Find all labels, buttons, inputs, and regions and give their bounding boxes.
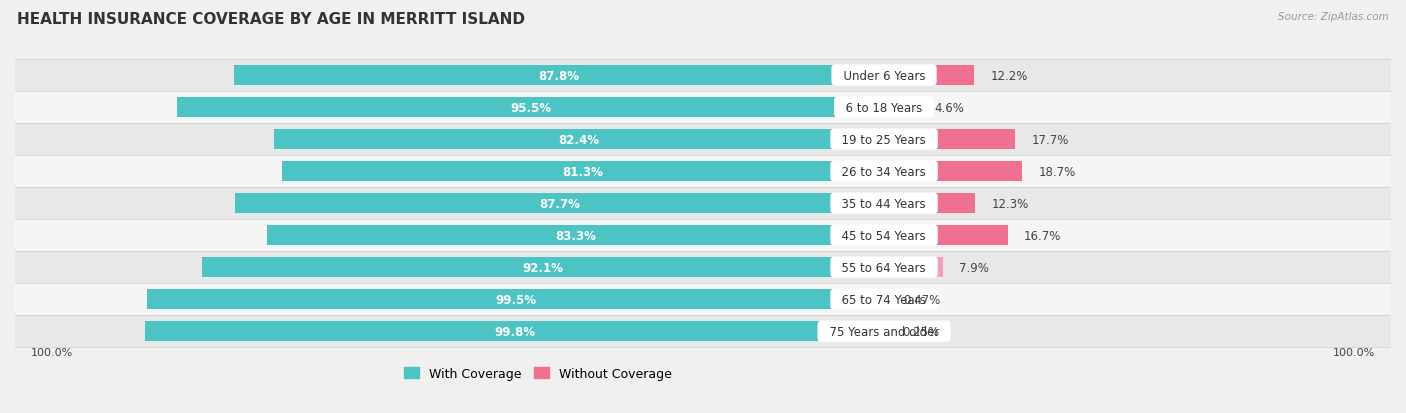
Text: 87.7%: 87.7%	[538, 197, 579, 210]
Text: HEALTH INSURANCE COVERAGE BY AGE IN MERRITT ISLAND: HEALTH INSURANCE COVERAGE BY AGE IN MERR…	[17, 12, 524, 27]
Bar	[148, 290, 884, 309]
Text: 92.1%: 92.1%	[523, 261, 564, 274]
Bar	[145, 321, 884, 341]
Text: Source: ZipAtlas.com: Source: ZipAtlas.com	[1278, 12, 1389, 22]
Text: 82.4%: 82.4%	[558, 133, 599, 146]
Bar	[267, 225, 884, 245]
Bar	[283, 162, 884, 182]
Text: 81.3%: 81.3%	[562, 165, 603, 178]
Bar	[15, 188, 1391, 220]
Text: 12.3%: 12.3%	[991, 197, 1028, 210]
Bar	[884, 194, 976, 214]
Text: 16.7%: 16.7%	[1024, 229, 1062, 242]
Bar	[884, 66, 974, 86]
Bar	[15, 252, 1391, 283]
Bar	[884, 290, 887, 309]
Bar	[884, 225, 1008, 245]
Bar	[15, 220, 1391, 252]
Text: 100.0%: 100.0%	[1333, 347, 1375, 357]
Text: 45 to 54 Years: 45 to 54 Years	[835, 229, 934, 242]
Text: 35 to 44 Years: 35 to 44 Years	[835, 197, 934, 210]
Text: 99.5%: 99.5%	[495, 293, 536, 306]
Bar	[274, 130, 884, 150]
Text: 0.25%: 0.25%	[903, 325, 939, 338]
Bar	[884, 98, 918, 118]
Text: 7.9%: 7.9%	[959, 261, 988, 274]
Bar	[884, 162, 1022, 182]
Bar	[235, 194, 884, 214]
Bar	[15, 60, 1391, 92]
Bar	[177, 98, 884, 118]
Bar	[884, 321, 886, 341]
Text: 0.47%: 0.47%	[904, 293, 941, 306]
Text: 26 to 34 Years: 26 to 34 Years	[834, 165, 934, 178]
Bar	[15, 316, 1391, 347]
Text: 99.8%: 99.8%	[494, 325, 536, 338]
Bar	[15, 283, 1391, 316]
Text: 95.5%: 95.5%	[510, 101, 551, 114]
Text: 75 Years and older: 75 Years and older	[821, 325, 946, 338]
Text: 100.0%: 100.0%	[31, 347, 73, 357]
Text: Under 6 Years: Under 6 Years	[835, 69, 932, 82]
Bar	[202, 258, 884, 278]
Text: 65 to 74 Years: 65 to 74 Years	[834, 293, 934, 306]
Bar	[884, 130, 1015, 150]
Bar	[15, 156, 1391, 188]
Text: 17.7%: 17.7%	[1031, 133, 1069, 146]
Text: 19 to 25 Years: 19 to 25 Years	[834, 133, 934, 146]
Text: 4.6%: 4.6%	[934, 101, 965, 114]
Text: 55 to 64 Years: 55 to 64 Years	[835, 261, 934, 274]
Bar	[884, 258, 942, 278]
Text: 87.8%: 87.8%	[538, 69, 579, 82]
Legend: With Coverage, Without Coverage: With Coverage, Without Coverage	[399, 362, 676, 385]
Text: 83.3%: 83.3%	[555, 229, 596, 242]
Bar	[233, 66, 884, 86]
Bar	[15, 92, 1391, 124]
Bar	[15, 124, 1391, 156]
Text: 12.2%: 12.2%	[990, 69, 1028, 82]
Text: 18.7%: 18.7%	[1039, 165, 1076, 178]
Text: 6 to 18 Years: 6 to 18 Years	[838, 101, 929, 114]
